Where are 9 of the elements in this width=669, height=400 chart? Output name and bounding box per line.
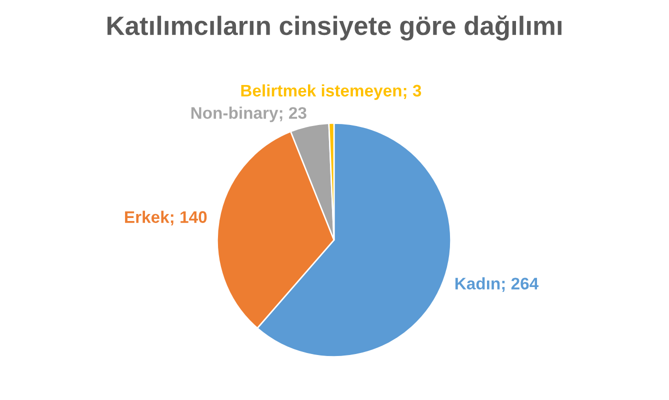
chart-title: Katılımcıların cinsiyete göre dağılımı: [108, 16, 562, 40]
slice-label: Non-binary: [191, 106, 278, 122]
slice-label: Kadın: [455, 277, 500, 290]
data-label: ; 23: [280, 107, 306, 122]
data-label: ; 264: [502, 278, 539, 292]
slice-label: Erkek: [125, 210, 170, 223]
data-label: ; 3: [404, 84, 422, 99]
data-label: ; 140: [170, 211, 207, 226]
slice-label: Belirtmek istemeyen: [241, 84, 402, 100]
